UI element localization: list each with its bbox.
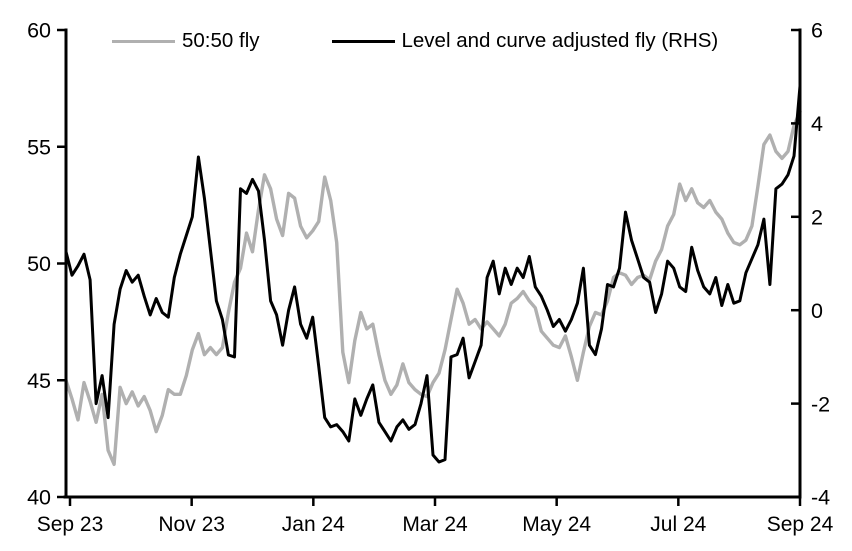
svg-text:50: 50: [27, 252, 51, 276]
gray-line-swatch: [112, 39, 175, 43]
legend-label-5050-fly: 50:50 fly: [182, 29, 260, 52]
svg-text:Mar 24: Mar 24: [402, 513, 468, 536]
svg-text:45: 45: [27, 369, 51, 393]
black-line-swatch: [331, 39, 395, 43]
legend-item-adjusted-fly: Level and curve adjusted fly (RHS): [331, 29, 719, 52]
legend-label-adjusted-fly: Level and curve adjusted fly (RHS): [401, 29, 719, 52]
chart-legend: 50:50 fly Level and curve adjusted fly (…: [112, 29, 719, 52]
svg-text:Nov 23: Nov 23: [158, 513, 225, 536]
svg-text:Jan 24: Jan 24: [282, 513, 345, 536]
svg-text:-4: -4: [811, 486, 830, 510]
svg-text:6: 6: [811, 19, 823, 43]
svg-text:Sep 24: Sep 24: [767, 513, 834, 536]
svg-text:Jul 24: Jul 24: [650, 513, 706, 536]
svg-text:40: 40: [27, 486, 51, 510]
svg-text:0: 0: [811, 299, 823, 323]
svg-text:May 24: May 24: [522, 513, 591, 536]
legend-item-5050-fly: 50:50 fly: [112, 29, 260, 52]
svg-text:Sep 23: Sep 23: [37, 513, 104, 536]
svg-text:60: 60: [27, 19, 51, 43]
svg-text:4: 4: [811, 112, 823, 136]
svg-text:-2: -2: [811, 392, 830, 416]
svg-text:2: 2: [811, 206, 823, 230]
svg-text:55: 55: [27, 135, 51, 159]
